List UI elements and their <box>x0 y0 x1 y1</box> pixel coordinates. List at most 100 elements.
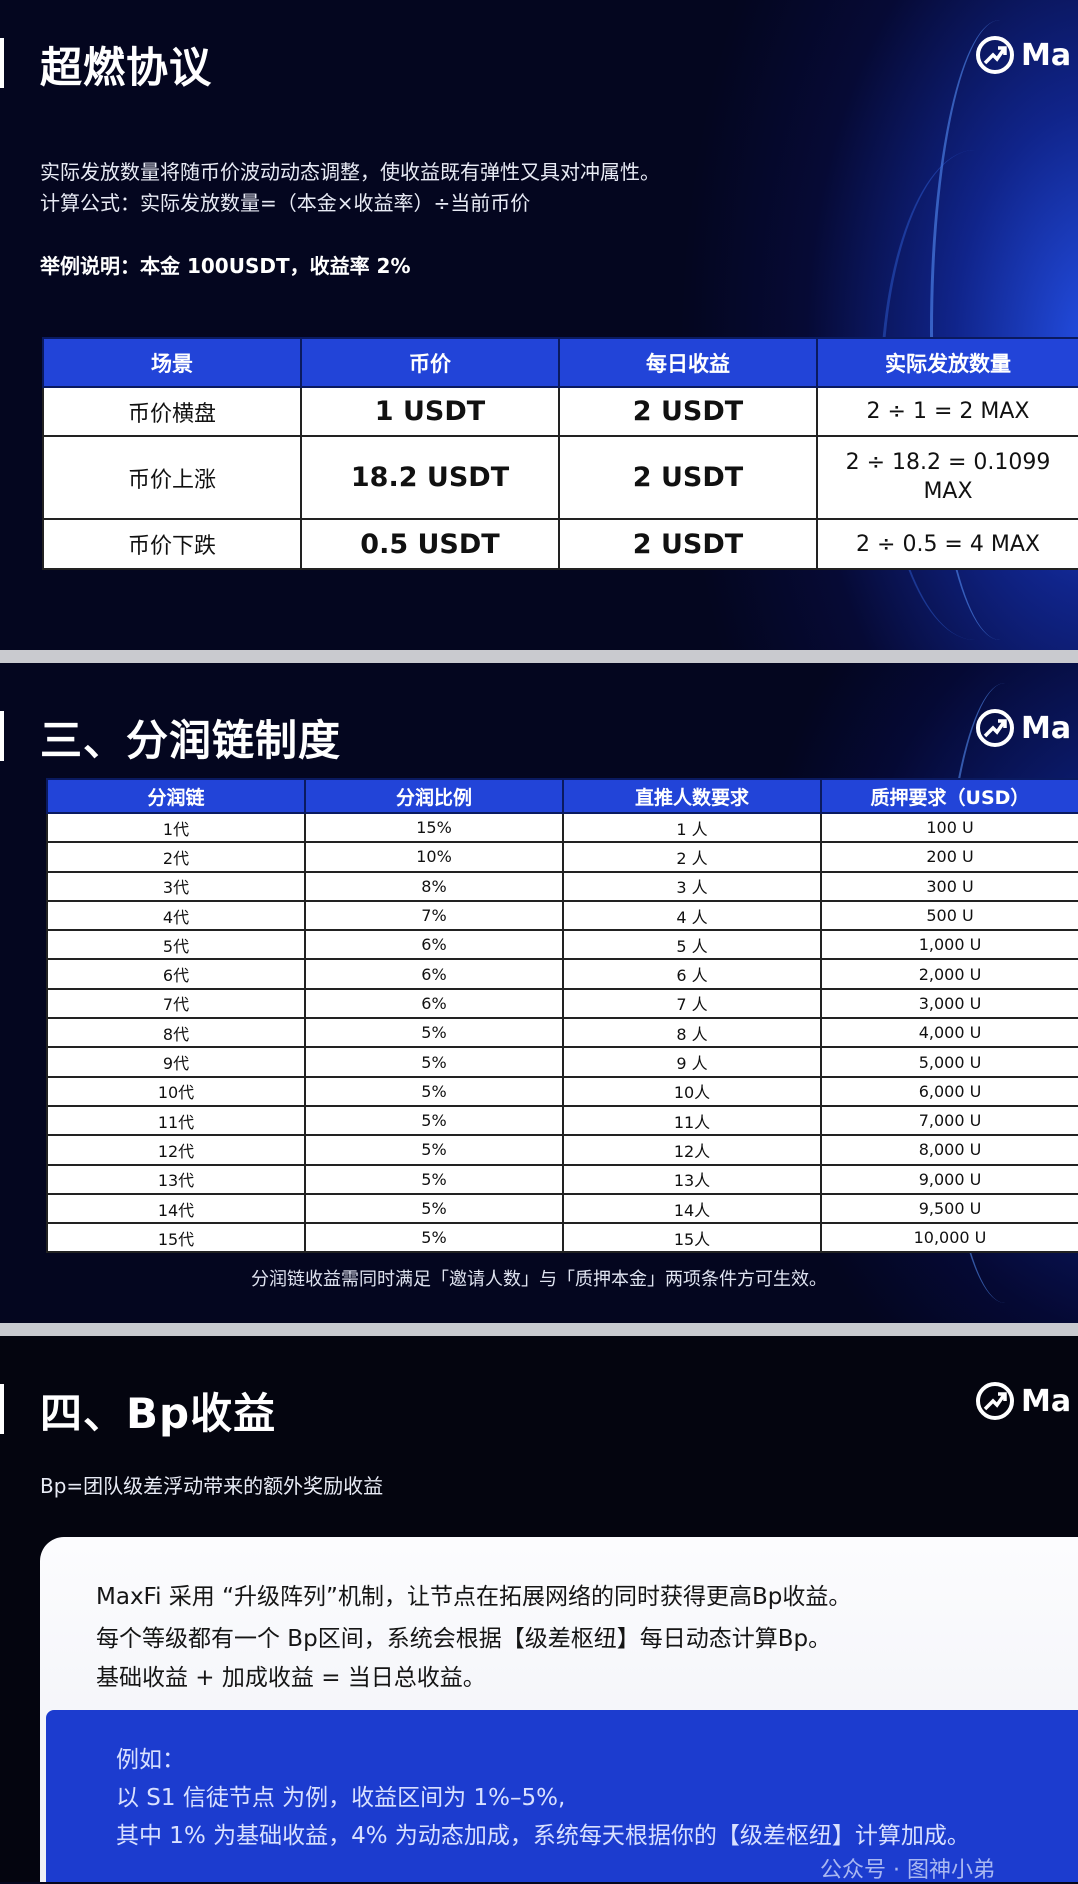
table-row: 8代 5% 8 人 4,000 U <box>46 1017 1078 1049</box>
logo-text: Ma <box>1021 37 1072 73</box>
cell: 13人 <box>562 1163 822 1195</box>
title-accent-bar <box>0 1384 4 1434</box>
table-row: 6代 6% 6 人 2,000 U <box>46 958 1078 990</box>
table-row: 4代 7% 4 人 500 U <box>46 899 1078 932</box>
col-header: 场景 <box>42 337 302 388</box>
brand-logo: Ma <box>975 708 1071 748</box>
cell: 10% <box>304 841 564 873</box>
cell: 币价下跌 <box>42 518 302 570</box>
cell: 7,000 U <box>820 1104 1078 1137</box>
cell: 0.5 USDT <box>300 518 560 570</box>
cell: 3,000 U <box>820 987 1078 1020</box>
col-header: 直推人数要求 <box>562 778 822 814</box>
cell: 5% <box>304 1222 564 1254</box>
cell: 8 人 <box>562 1017 822 1049</box>
logo-text: Ma <box>1021 710 1072 746</box>
col-header: 币价 <box>300 337 560 388</box>
cell: 6% <box>304 929 564 961</box>
table-row: 12代 5% 12人 8,000 U <box>46 1134 1078 1166</box>
footnote: 分润链收益需同时满足「邀请人数」与「质押本金」两项条件方可生效。 <box>251 1269 827 1290</box>
table-row: 9代 5% 9 人 5,000 U <box>46 1046 1078 1078</box>
divider <box>0 1323 1078 1336</box>
watermark: 公众号 · 图神小弟 <box>820 1858 995 1883</box>
table-row: 币价上涨 18.2 USDT 2 USDT 2 ÷ 18.2 = 0.1099 MAX <box>42 435 1078 520</box>
cell: 300 U <box>820 870 1078 902</box>
col-header: 每日收益 <box>558 337 818 388</box>
cell: 1,000 U <box>820 929 1078 961</box>
cell: 5% <box>304 1046 564 1078</box>
cell: 2 人 <box>562 841 822 873</box>
table-row: 币价下跌 0.5 USDT 2 USDT 2 ÷ 0.5 = 4 MAX <box>42 518 1078 570</box>
cell: 5 人 <box>562 929 822 961</box>
trend-up-circle-icon <box>976 36 1014 74</box>
cell: 5,000 U <box>820 1046 1078 1078</box>
col-header: 分润链 <box>46 778 306 814</box>
cell: 2 ÷ 1 = 2 MAX <box>816 386 1078 437</box>
example-label: 举例说明：本金 100USDT，收益率 2% <box>40 254 411 278</box>
formula: 计算公式：实际发放数量=（本金×收益率）÷当前币价 <box>40 191 531 215</box>
cell: 11人 <box>562 1104 822 1137</box>
cell: 10人 <box>562 1075 822 1107</box>
example-line: 其中 1% 为基础收益，4% 为动态加成，系统每天根据你的【级差枢纽】计算加成。 <box>116 1823 970 1849</box>
cell: 7 人 <box>562 987 822 1020</box>
cell: 5% <box>304 1134 564 1166</box>
cell: 5% <box>304 1075 564 1107</box>
profit-chain-table: 分润链 分润比例 直推人数要求 质押要求（USD） 1代 15% 1 人 100 U 2代 10… <box>46 778 1078 1254</box>
cell: 15% <box>304 811 564 844</box>
logo-text: Ma <box>1021 1383 1072 1419</box>
cell: 5代 <box>46 929 306 961</box>
cell: 8% <box>304 870 564 902</box>
cell: 14代 <box>46 1192 306 1225</box>
table-row: 11代 5% 11人 7,000 U <box>46 1104 1078 1137</box>
card-line: 基础收益 + 加成收益 = 当日总收益。 <box>96 1665 486 1691</box>
example-line: 以 S1 信徒节点 为例，收益区间为 1%–5%, <box>116 1785 566 1811</box>
table-row: 3代 8% 3 人 300 U <box>46 870 1078 902</box>
cell: 15人 <box>562 1222 822 1254</box>
subtitle: Bp=团队级差浮动带来的额外奖励收益 <box>40 1474 384 1498</box>
title-accent-bar <box>0 38 4 88</box>
cell: 8代 <box>46 1017 306 1049</box>
cell: 3 人 <box>562 870 822 902</box>
cell: 6 人 <box>562 958 822 990</box>
cell: 5% <box>304 1163 564 1195</box>
col-header: 分润比例 <box>304 778 564 814</box>
table-row: 2代 10% 2 人 200 U <box>46 841 1078 873</box>
cell: 4代 <box>46 899 306 932</box>
example-box: 例如： 以 S1 信徒节点 为例，收益区间为 1%–5%, 其中 1% 为基础收… <box>46 1710 1078 1882</box>
trend-up-circle-icon <box>976 709 1014 747</box>
col-header: 质押要求（USD） <box>820 778 1078 814</box>
cell: 9代 <box>46 1046 306 1078</box>
cell: 1 人 <box>562 811 822 844</box>
cell: 14人 <box>562 1192 822 1225</box>
cell: 13代 <box>46 1163 306 1195</box>
cell: 9,000 U <box>820 1163 1078 1195</box>
table-row: 14代 5% 14人 9,500 U <box>46 1192 1078 1225</box>
description: 实际发放数量将随币价波动动态调整，使收益既有弹性又具对冲属性。 <box>40 160 660 184</box>
cell: 2 ÷ 0.5 = 4 MAX <box>816 518 1078 570</box>
cell: 10代 <box>46 1075 306 1107</box>
cell: 500 U <box>820 899 1078 932</box>
cell: 12代 <box>46 1134 306 1166</box>
example-line: 例如： <box>116 1747 185 1773</box>
cell: 1代 <box>46 811 306 844</box>
cell: 2 USDT <box>558 518 818 570</box>
cell: 2 ÷ 18.2 = 0.1099 MAX <box>816 435 1078 520</box>
brand-logo: Ma <box>975 35 1071 75</box>
cell: 2,000 U <box>820 958 1078 990</box>
cell: 4,000 U <box>820 1017 1078 1049</box>
table-row: 15代 5% 15人 10,000 U <box>46 1222 1078 1254</box>
cell: 12人 <box>562 1134 822 1166</box>
cell: 币价横盘 <box>42 386 302 437</box>
cell: 5% <box>304 1192 564 1225</box>
cell: 200 U <box>820 841 1078 873</box>
cell: 2代 <box>46 841 306 873</box>
card-line: MaxFi 采用 “升级阵列”机制，让节点在拓展网络的同时获得更高Bp收益。 <box>96 1584 852 1610</box>
cell: 2 USDT <box>558 386 818 437</box>
cell: 3代 <box>46 870 306 902</box>
card-line: 每个等级都有一个 Bp区间，系统会根据【级差枢纽】每日动态计算Bp。 <box>96 1626 832 1652</box>
section-title: 超燃协议 <box>40 43 213 92</box>
cell: 7% <box>304 899 564 932</box>
cell: 9,500 U <box>820 1192 1078 1225</box>
cell: 2 USDT <box>558 435 818 520</box>
divider <box>0 650 1078 663</box>
